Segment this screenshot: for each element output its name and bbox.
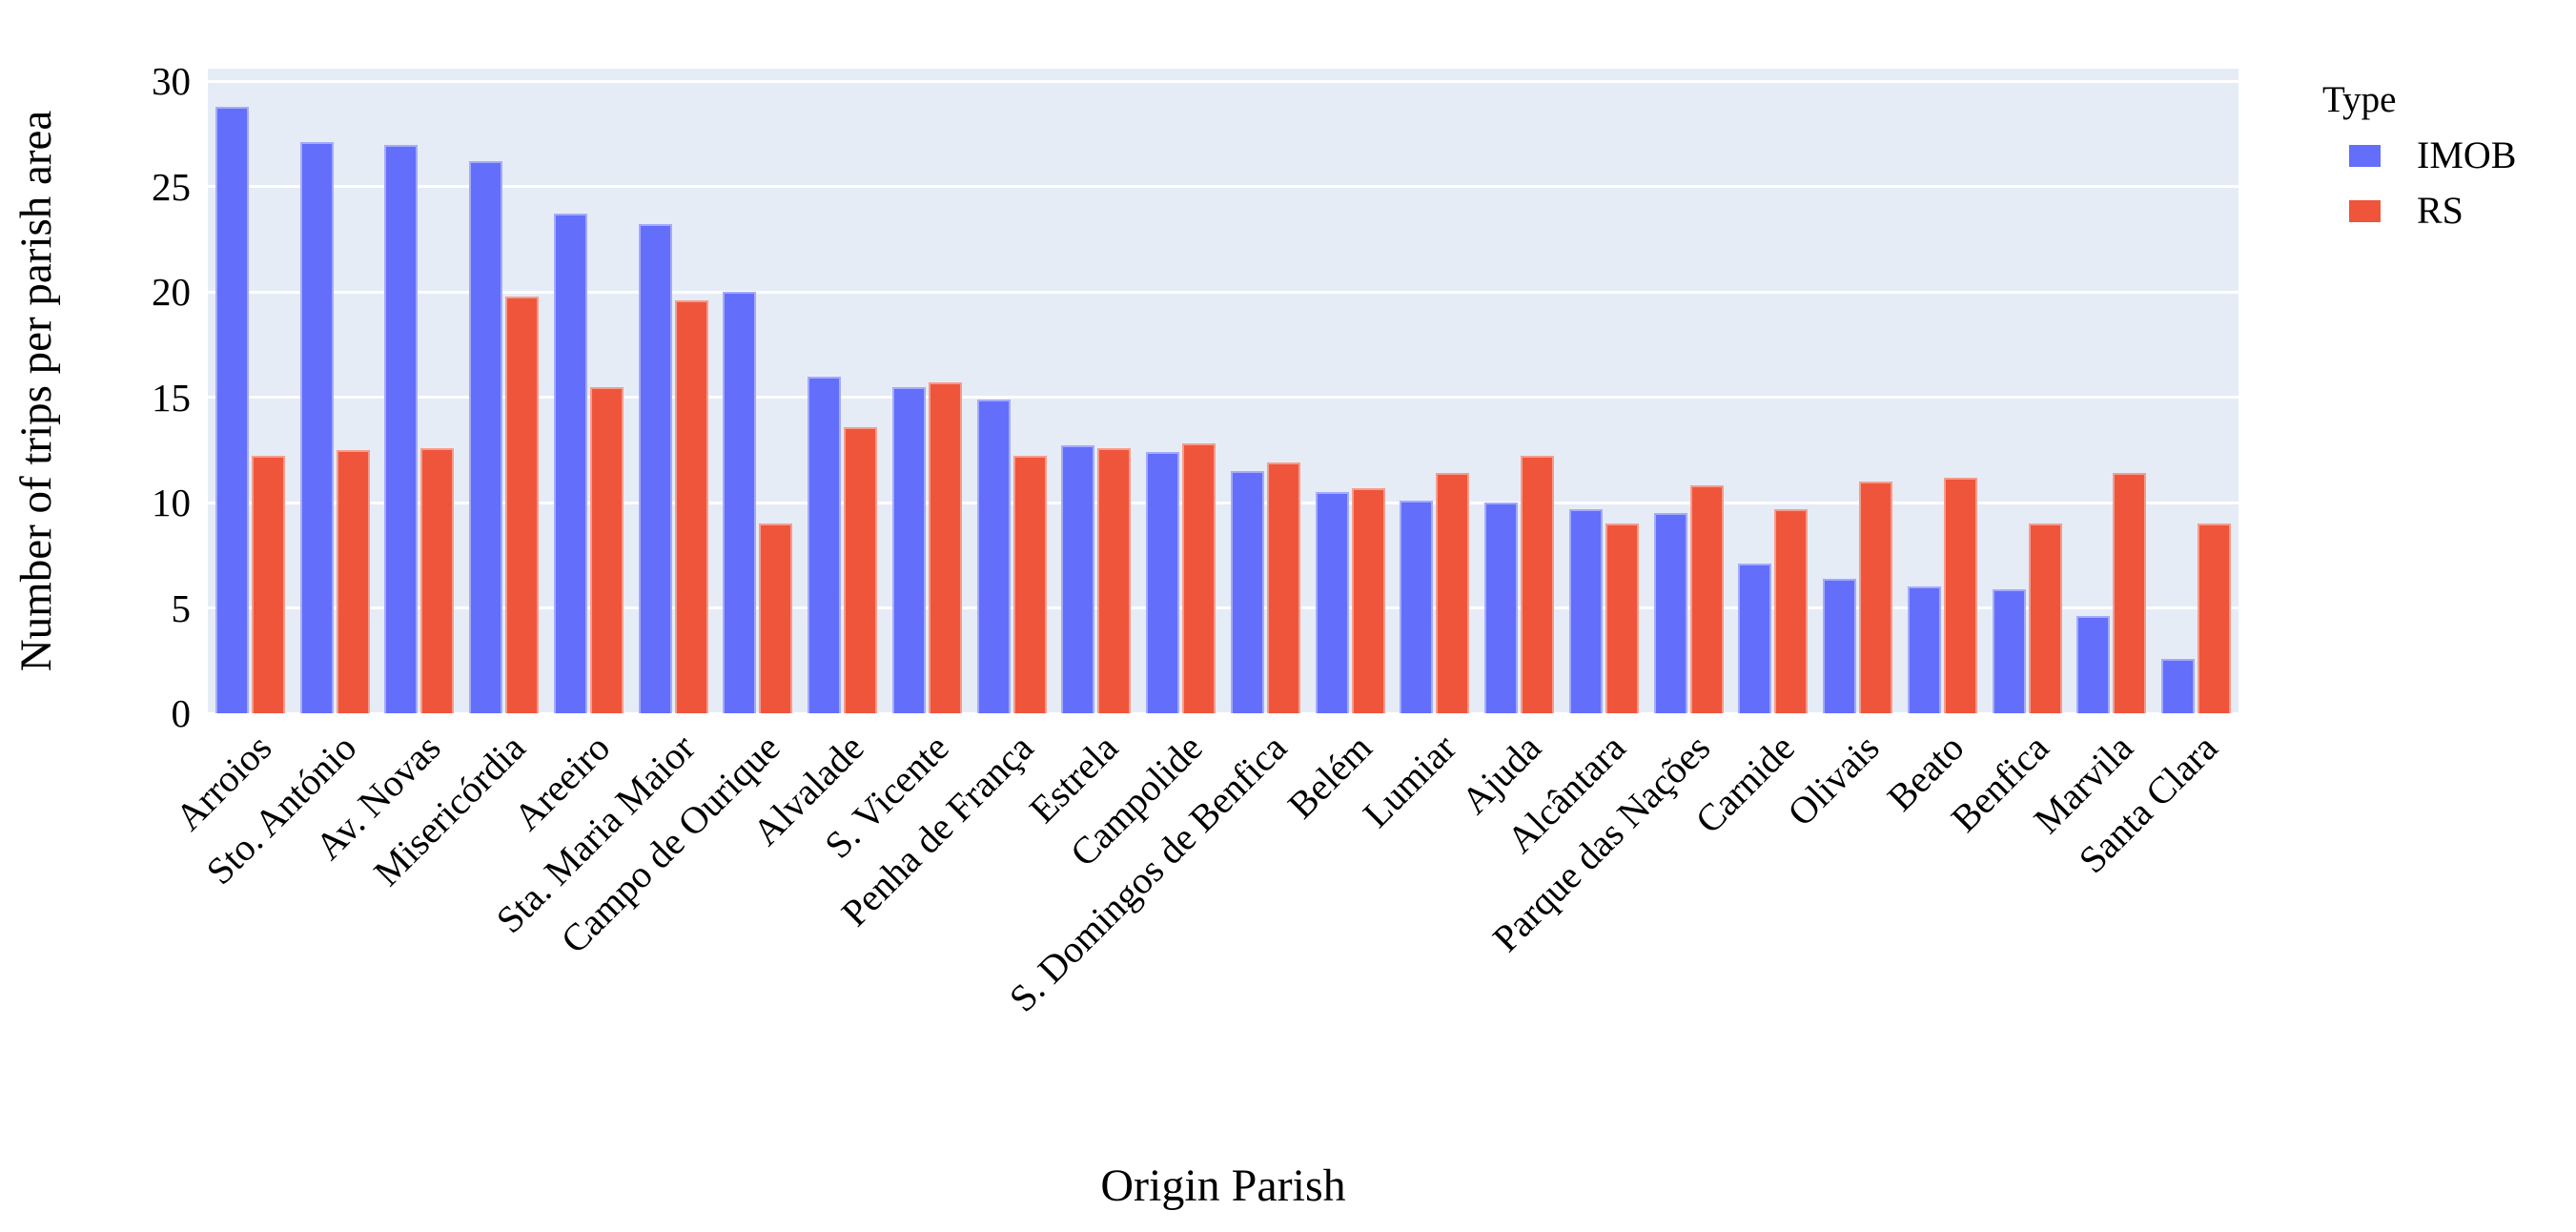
bar-rs-Alvalade[interactable]: [844, 426, 878, 713]
bar-rs-Carnide[interactable]: [1774, 508, 1809, 713]
bar-group-Av. Novas: Av. Novas: [307, 69, 462, 868]
bar-imob-Olivais[interactable]: [1823, 578, 1857, 713]
bar-rs-Marvila[interactable]: [2113, 473, 2147, 713]
bar-imob-Sta. Maria Maior[interactable]: [638, 224, 672, 713]
y-tick-label-15: 15: [152, 375, 191, 420]
bar-rs-Areeiro[interactable]: [589, 386, 624, 713]
bar-imob-Parque das Nações[interactable]: [1653, 513, 1687, 713]
bar-group-S. Domingos de Benfica: S. Domingos de Benfica: [1001, 69, 1308, 1020]
bar-imob-Ajuda[interactable]: [1484, 503, 1519, 713]
bar-rs-S. Domingos de Benfica[interactable]: [1266, 462, 1300, 713]
bar-group-Alcântara: Alcântara: [1499, 69, 1646, 861]
bar-imob-Belém[interactable]: [1315, 492, 1349, 713]
legend-title: Type: [2322, 79, 2397, 120]
bar-group-Sta. Maria Maior: Sta. Maria Maior: [487, 69, 716, 941]
bar-rs-Misericórdia[interactable]: [505, 296, 540, 713]
bar-rs-Ajuda[interactable]: [1521, 456, 1555, 713]
bar-imob-Av. Novas[interactable]: [384, 144, 419, 713]
bar-group-Sto. António: Sto. António: [197, 69, 378, 893]
legend-label-imob: IMOB: [2417, 133, 2517, 176]
bar-imob-Alvalade[interactable]: [808, 376, 842, 713]
bar-group-Estrela: Estrela: [1021, 69, 1139, 832]
bar-group-Beato: Beato: [1879, 69, 1985, 819]
bar-group-Areeiro: Areeiro: [505, 69, 631, 838]
bar-group-Olivais: Olivais: [1779, 69, 1900, 834]
legend-item-rs[interactable]: RS: [2349, 190, 2516, 232]
bar-imob-Estrela[interactable]: [1061, 445, 1095, 713]
bar-group-Carnide: Carnide: [1687, 69, 1816, 842]
bar-group-Benfica: Benfica: [1942, 69, 2070, 840]
legend-item-imob[interactable]: IMOB: [2349, 134, 2516, 176]
bar-group-Arroios: Arroios: [167, 69, 293, 839]
bar-rs-Av. Novas[interactable]: [420, 447, 455, 713]
bar-imob-Carnide[interactable]: [1738, 564, 1772, 713]
bar-imob-Campolide[interactable]: [1146, 452, 1180, 713]
bar-rs-Sta. Maria Maior[interactable]: [674, 300, 708, 713]
legend-swatch-imob: [2349, 144, 2381, 167]
bar-imob-Penha de França[interactable]: [976, 399, 1011, 713]
plot-area: Arroios Sto. António Av. Novas Misericórdia…: [167, 69, 2239, 1020]
bar-rs-Olivais[interactable]: [1859, 482, 1893, 713]
bar-imob-S. Vicente[interactable]: [891, 386, 926, 713]
bar-rs-Campo de Ourique[interactable]: [759, 524, 793, 713]
bar-group-Belém: Belém: [1279, 69, 1393, 827]
bar-imob-S. Domingos de Benfica[interactable]: [1230, 470, 1264, 713]
bar-rs-Arroios[interactable]: [251, 456, 285, 713]
x-tick-label-Lumiar: Lumiar: [1354, 726, 1464, 836]
bar-imob-Lumiar[interactable]: [1400, 500, 1434, 713]
bar-rs-Alcântara[interactable]: [1605, 524, 1639, 713]
x-tick-label-Olivais: Olivais: [1779, 726, 1888, 834]
bar-groups-layer: Arroios Sto. António Av. Novas Misericórdia…: [167, 69, 2239, 1020]
bar-group-Alvalade: Alvalade: [745, 69, 885, 853]
bar-group-Lumiar: Lumiar: [1355, 69, 1478, 835]
bar-rs-Santa Clara[interactable]: [2198, 524, 2232, 713]
bar-rs-Lumiar[interactable]: [1436, 473, 1470, 713]
bar-group-Parque das Nações: Parque das Nações: [1484, 69, 1731, 960]
plot-background: [208, 69, 2239, 713]
legend-label-rs: RS: [2417, 189, 2464, 232]
bar-group-Santa Clara: Santa Clara: [2071, 69, 2239, 881]
y-tick-label-20: 20: [152, 270, 191, 315]
y-tick-label-30: 30: [152, 59, 191, 104]
bar-rs-Sto. António[interactable]: [336, 449, 370, 713]
bar-imob-Beato[interactable]: [1907, 586, 1941, 713]
legend-swatch-rs: [2349, 199, 2381, 222]
bar-imob-Santa Clara[interactable]: [2161, 658, 2196, 713]
bar-rs-Campolide[interactable]: [1182, 443, 1216, 713]
bar-group-S. Vicente: S. Vicente: [816, 69, 970, 867]
bar-group-Ajuda: Ajuda: [1453, 69, 1562, 822]
bar-imob-Marvila[interactable]: [2076, 616, 2111, 713]
bar-imob-Benfica[interactable]: [1992, 588, 2026, 713]
bar-rs-Benfica[interactable]: [2028, 524, 2062, 713]
bar-group-Penha de França: Penha de França: [832, 69, 1054, 934]
bar-rs-Estrela[interactable]: [1097, 447, 1132, 713]
bar-imob-Arroios[interactable]: [215, 106, 249, 713]
bar-imob-Campo de Ourique[interactable]: [723, 292, 757, 713]
bar-group-Campo de Ourique: Campo de Ourique: [552, 69, 801, 961]
bar-group-Campolide: Campolide: [1062, 69, 1223, 874]
bar-imob-Misericórdia[interactable]: [469, 161, 503, 713]
bar-imob-Alcântara[interactable]: [1568, 508, 1603, 713]
bar-group-Misericórdia: Misericórdia: [365, 69, 546, 894]
legend: Type IMOB RS: [2322, 78, 2516, 245]
bar-group-Marvila: Marvila: [2026, 69, 2155, 842]
y-tick-label-0: 0: [171, 691, 192, 735]
bar-imob-Areeiro[interactable]: [553, 214, 587, 713]
bar-rs-Beato[interactable]: [1943, 477, 1977, 713]
bar-rs-Parque das Nações[interactable]: [1689, 485, 1724, 713]
bar-rs-Penha de França[interactable]: [1012, 456, 1047, 713]
bar-imob-Sto. António[interactable]: [299, 142, 334, 713]
bar-rs-S. Vicente[interactable]: [928, 382, 962, 713]
x-axis-title: Origin Parish: [1100, 1160, 1346, 1211]
legend-items: IMOB RS: [2322, 134, 2516, 232]
bar-rs-Belém[interactable]: [1351, 487, 1385, 713]
y-tick-label-5: 5: [171, 585, 192, 630]
y-tick-label-25: 25: [152, 164, 191, 209]
y-tick-label-10: 10: [152, 481, 191, 525]
